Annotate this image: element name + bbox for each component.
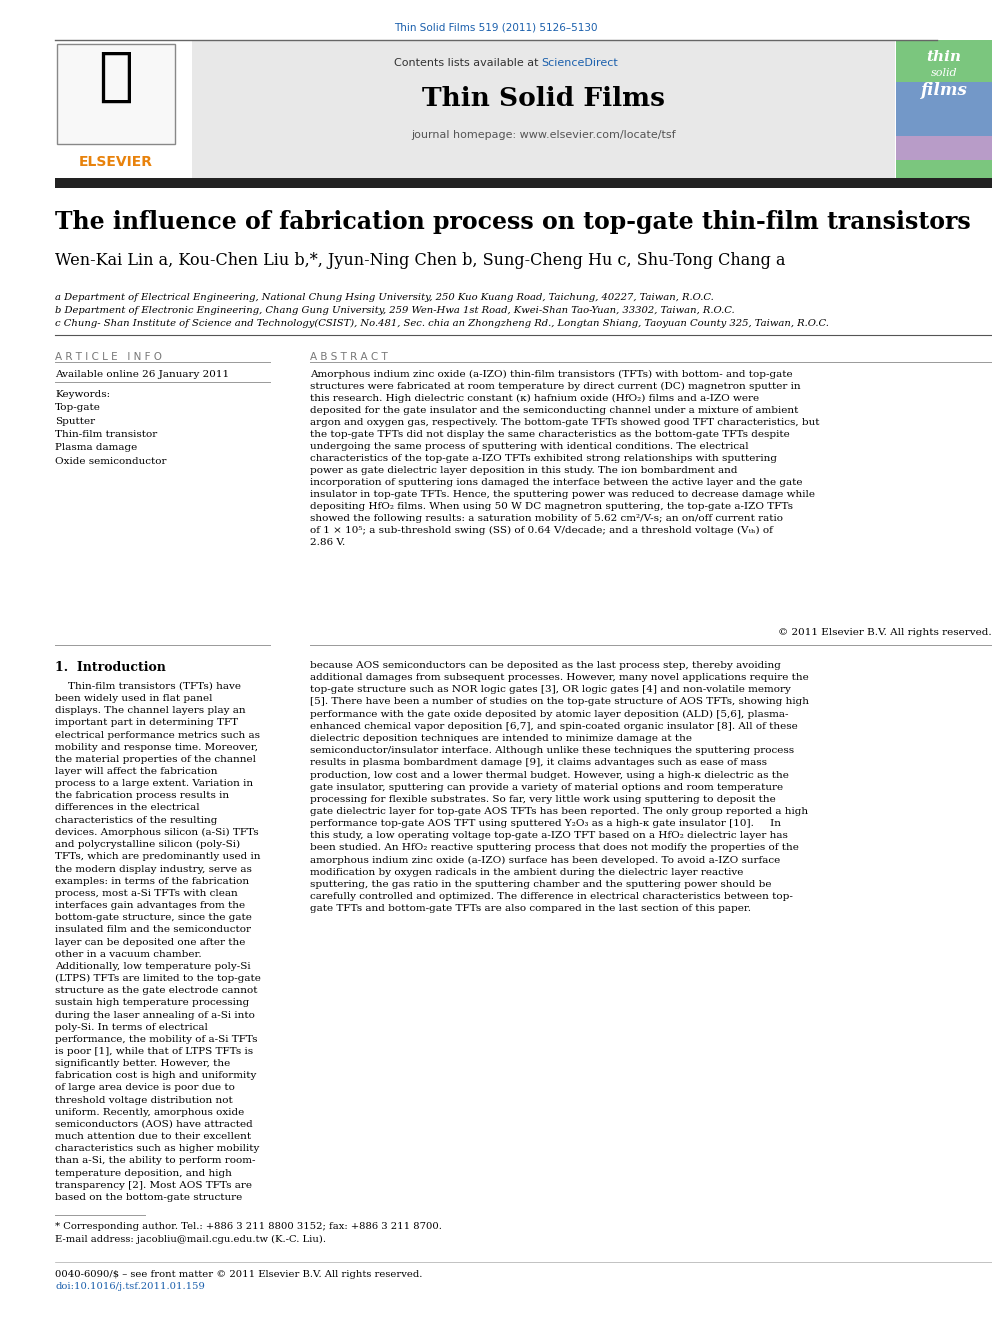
Text: Available online 26 January 2011: Available online 26 January 2011	[55, 370, 229, 378]
Text: 1.  Introduction: 1. Introduction	[55, 662, 166, 673]
Text: because AOS semiconductors can be deposited as the last process step, thereby av: because AOS semiconductors can be deposi…	[310, 662, 809, 913]
Text: 0040-6090/$ – see front matter © 2011 Elsevier B.V. All rights reserved.: 0040-6090/$ – see front matter © 2011 El…	[55, 1270, 423, 1279]
Text: Contents lists available at: Contents lists available at	[394, 58, 542, 67]
Text: Thin Solid Films 519 (2011) 5126–5130: Thin Solid Films 519 (2011) 5126–5130	[394, 22, 598, 32]
Text: Thin-film transistor: Thin-film transistor	[55, 430, 158, 439]
Text: c Chung- Shan Institute of Science and Technology(CSIST), No.481, Sec. chia an Z: c Chung- Shan Institute of Science and T…	[55, 319, 829, 328]
Text: Thin-film transistors (TFTs) have
been widely used in flat panel
displays. The c: Thin-film transistors (TFTs) have been w…	[55, 681, 261, 1201]
Bar	[57, 44, 175, 144]
Text: journal homepage: www.elsevier.com/locate/tsf: journal homepage: www.elsevier.com/locat…	[412, 130, 676, 140]
Text: * Corresponding author. Tel.: +886 3 211 8800 3152; fax: +886 3 211 8700.: * Corresponding author. Tel.: +886 3 211…	[55, 1222, 441, 1230]
Text: The influence of fabrication process on top-gate thin-film transistors: The influence of fabrication process on …	[55, 210, 971, 234]
Bar	[55, 179, 992, 188]
Text: Oxide semiconductor: Oxide semiconductor	[55, 456, 167, 466]
Text: ScienceDirect: ScienceDirect	[542, 58, 618, 67]
Text: Thin Solid Films: Thin Solid Films	[422, 86, 665, 111]
Text: a Department of Electrical Engineering, National Chung Hsing University, 250 Kuo: a Department of Electrical Engineering, …	[55, 292, 714, 302]
Text: © 2011 Elsevier B.V. All rights reserved.: © 2011 Elsevier B.V. All rights reserved…	[779, 628, 992, 636]
Text: Sputter: Sputter	[55, 417, 95, 426]
Bar	[55, 40, 192, 179]
Text: Keywords:: Keywords:	[55, 390, 110, 400]
Text: films: films	[921, 82, 967, 99]
Text: A B S T R A C T: A B S T R A C T	[310, 352, 388, 363]
Text: thin: thin	[927, 50, 961, 64]
Bar	[896, 82, 992, 136]
Text: Amorphous indium zinc oxide (a-IZO) thin-film transistors (TFTs) with bottom- an: Amorphous indium zinc oxide (a-IZO) thin…	[310, 370, 819, 546]
Bar	[896, 40, 992, 82]
Text: ELSEVIER: ELSEVIER	[79, 155, 153, 169]
Bar	[896, 136, 992, 160]
Text: A R T I C L E   I N F O: A R T I C L E I N F O	[55, 352, 162, 363]
Text: b Department of Electronic Engineering, Chang Gung University, 259 Wen-Hwa 1st R: b Department of Electronic Engineering, …	[55, 306, 735, 315]
Text: E-mail address: jacobliu@mail.cgu.edu.tw (K.-C. Liu).: E-mail address: jacobliu@mail.cgu.edu.tw…	[55, 1234, 326, 1244]
Text: doi:10.1016/j.tsf.2011.01.159: doi:10.1016/j.tsf.2011.01.159	[55, 1282, 205, 1291]
Text: solid: solid	[930, 67, 957, 78]
Bar	[896, 160, 992, 179]
Bar	[192, 40, 895, 179]
Text: Top-gate: Top-gate	[55, 404, 101, 411]
Text: Wen-Kai Lin a, Kou-Chen Liu b,*, Jyun-Ning Chen b, Sung-Cheng Hu c, Shu-Tong Cha: Wen-Kai Lin a, Kou-Chen Liu b,*, Jyun-Ni…	[55, 251, 786, 269]
Text: Plasma damage: Plasma damage	[55, 443, 137, 452]
Text: 🌲: 🌲	[98, 48, 134, 105]
